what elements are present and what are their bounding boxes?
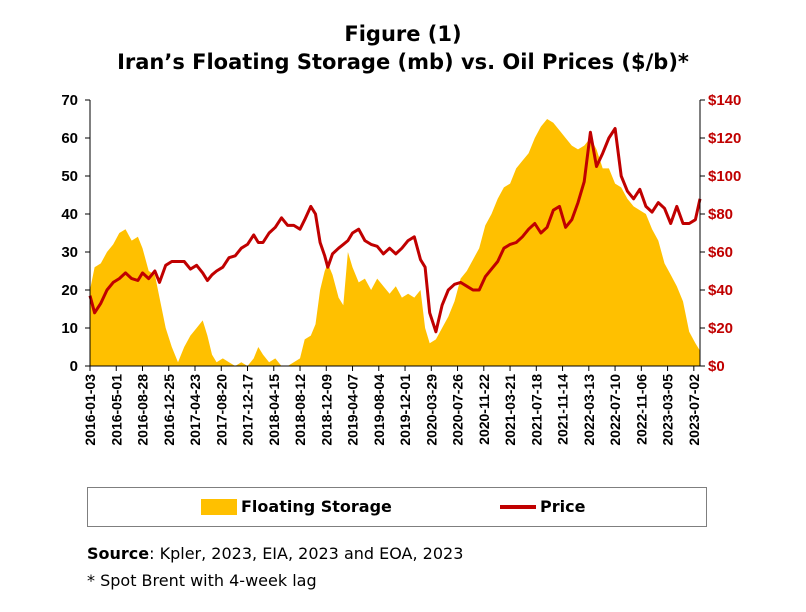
x-tick-label: 2020-03-29 (423, 374, 439, 446)
right-tick-label: $120 (708, 130, 741, 147)
legend-item-price: Price (500, 497, 585, 516)
x-tick-label: 2021-03-21 (502, 374, 518, 446)
x-tick-label: 2018-12-09 (318, 374, 334, 446)
right-tick-label: $80 (708, 206, 733, 223)
right-tick-label: $100 (708, 168, 741, 185)
area-layer (90, 119, 700, 366)
footnote: * Spot Brent with 4-week lag (87, 571, 317, 590)
source-text: : Kpler, 2023, EIA, 2023 and EOA, 2023 (149, 544, 464, 563)
legend-swatch-area (201, 498, 237, 515)
x-axis-ticks: 2016-01-03 2016-05-01 2016-08-28 2016-12-25… (82, 366, 702, 446)
right-tick-label: $0 (708, 358, 725, 375)
legend-label-price: Price (540, 497, 586, 516)
x-tick-label: 2018-08-12 (292, 374, 308, 446)
x-tick-label: 2018-04-15 (266, 374, 282, 446)
x-tick-label: 2017-04-23 (187, 374, 203, 446)
left-tick-label: 0 (70, 358, 78, 375)
left-tick-label: 40 (61, 206, 78, 223)
x-tick-label: 2016-05-01 (108, 374, 124, 446)
floating-storage-area (90, 119, 700, 366)
x-tick-label: 2022-07-10 (607, 374, 623, 446)
x-tick-label: 2017-08-20 (213, 374, 229, 446)
right-axis-ticks: $0 $20 $40 $60 $80 $100 $120 $140 (700, 92, 741, 375)
chart-plot: 0 10 20 30 40 50 60 70 $0 $20 $40 $60 $80 $100 $120 $1… (61, 92, 741, 446)
x-tick-label: 2020-11-22 (476, 374, 492, 445)
x-tick-label: 2022-03-13 (581, 374, 597, 446)
left-tick-label: 70 (61, 92, 78, 109)
source-label: Source (87, 544, 150, 563)
left-tick-label: 10 (61, 320, 78, 337)
x-tick-label: 2016-08-28 (135, 374, 151, 446)
right-tick-label: $140 (708, 92, 741, 109)
right-tick-label: $20 (708, 320, 733, 337)
chart-subtitle: Iran’s Floating Storage (mb) vs. Oil Pri… (117, 50, 689, 74)
line-layer (88, 127, 702, 334)
legend-item-floating-storage: Floating Storage (201, 497, 392, 516)
x-tick-label: 2021-11-14 (555, 374, 571, 445)
legend-label-floating-storage: Floating Storage (241, 497, 392, 516)
left-tick-label: 60 (61, 130, 78, 147)
right-tick-label: $60 (708, 244, 733, 261)
axes-layer (89, 100, 701, 367)
left-tick-label: 30 (61, 244, 78, 261)
legend: Floating Storage Price (87, 487, 707, 527)
chart-title: Figure (1) (344, 22, 462, 46)
source-note: Source: Kpler, 2023, EIA, 2023 and EOA, … (87, 544, 463, 563)
legend-swatch-line (500, 504, 536, 509)
x-tick-label: 2016-01-03 (82, 374, 98, 446)
price-line (88, 127, 702, 334)
x-tick-label: 2023-07-02 (686, 374, 702, 446)
x-tick-label: 2022-11-06 (633, 374, 649, 445)
x-tick-label: 2023-03-05 (660, 374, 676, 446)
x-tick-label: 2019-12-01 (397, 374, 413, 446)
x-tick-label: 2017-12-17 (240, 374, 256, 446)
x-tick-label: 2020-07-26 (450, 374, 466, 446)
left-tick-label: 50 (61, 168, 78, 185)
x-tick-label: 2016-12-25 (161, 374, 177, 446)
x-tick-label: 2021-07-18 (528, 374, 544, 446)
left-axis-ticks: 0 10 20 30 40 50 60 70 (61, 92, 90, 375)
x-tick-label: 2019-04-07 (345, 374, 361, 446)
left-tick-label: 20 (61, 282, 78, 299)
right-tick-label: $40 (708, 282, 733, 299)
x-tick-label: 2019-08-04 (371, 374, 387, 446)
